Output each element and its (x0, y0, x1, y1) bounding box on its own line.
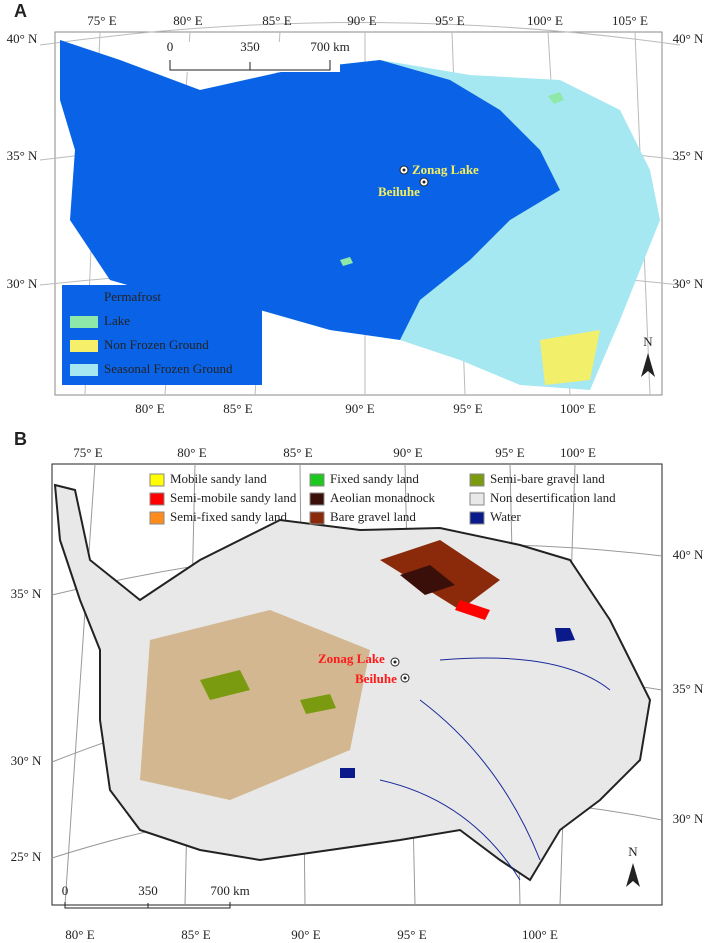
lon-bottom-label: 85° E (223, 401, 252, 416)
mixed-desert-patch (140, 610, 370, 800)
legend-label: Bare gravel land (330, 509, 416, 524)
site-label: Zonag Lake (412, 162, 479, 177)
site-marker-dot (403, 676, 407, 680)
north-label: N (643, 334, 653, 349)
lon-top-label: 85° E (262, 13, 291, 28)
scale-label: 700 km (210, 883, 249, 898)
legend-swatch (469, 511, 485, 525)
scale-bar (64, 902, 231, 909)
legend-swatch (309, 511, 325, 525)
lon-bottom-label: 95° E (397, 927, 426, 942)
scale-label: 350 (138, 883, 158, 898)
legend-label: Seasonal Frozen Ground (104, 361, 233, 376)
legend-swatch (149, 492, 165, 506)
legend-swatch (70, 364, 98, 376)
lon-bottom-label: 100° E (522, 927, 558, 942)
lon-top-label: 105° E (612, 13, 648, 28)
lat-right-label: 40° N (673, 547, 704, 562)
legend-label: Fixed sandy land (330, 471, 419, 486)
legend-swatch (309, 473, 325, 487)
legend-label: Non desertification land (490, 490, 616, 505)
north-arrow (641, 353, 655, 377)
panel-label: B (14, 429, 27, 449)
lon-bottom-label: 100° E (560, 401, 596, 416)
site-marker-dot (393, 660, 397, 664)
legend-swatch (70, 340, 98, 352)
legend-swatch (149, 511, 165, 525)
legend-swatch (309, 492, 325, 506)
scale-label: 700 km (310, 39, 349, 54)
site-label: Beiluhe (378, 184, 420, 199)
scale-label: 0 (167, 39, 174, 54)
lat-left-label: 35° N (11, 586, 42, 601)
lon-top-label: 75° E (73, 445, 102, 460)
legend-label: Semi-mobile sandy land (170, 490, 297, 505)
legend-swatch (70, 316, 98, 328)
site-marker-dot (422, 180, 426, 184)
legend-label: Mobile sandy land (170, 471, 267, 486)
lat-right-label: 35° N (673, 148, 704, 163)
lat-right-label: 30° N (673, 276, 704, 291)
legend-label: Semi-bare gravel land (490, 471, 605, 486)
north-label: N (628, 844, 638, 859)
lon-top-label: 90° E (393, 445, 422, 460)
site-marker-dot (402, 168, 406, 172)
lat-right-label: 30° N (673, 811, 704, 826)
north-arrow (626, 863, 640, 887)
lon-top-label: 85° E (283, 445, 312, 460)
scale-bar (169, 60, 331, 71)
lon-bottom-label: 80° E (65, 927, 94, 942)
site-label: Zonag Lake (318, 651, 385, 666)
legend-label: Non Frozen Ground (104, 337, 209, 352)
lon-bottom-label: 90° E (291, 927, 320, 942)
lon-top-label: 80° E (177, 445, 206, 460)
rivers (379, 657, 611, 881)
lat-left-label: 30° N (11, 753, 42, 768)
lon-bottom-label: 85° E (181, 927, 210, 942)
legend-label: Permafrost (104, 289, 161, 304)
non-frozen-area (540, 330, 600, 385)
panel-label: A (14, 1, 27, 21)
legend-swatch (149, 473, 165, 487)
legend-swatch (70, 292, 98, 304)
semi-mobile-patch (455, 600, 490, 620)
aeolian-patch (400, 565, 455, 595)
lat-left-label: 30° N (7, 276, 38, 291)
legend-label: Semi-fixed sandy land (170, 509, 287, 524)
legend-label: Aeolian monadnock (330, 490, 436, 505)
lat-right-label: 40° N (673, 31, 704, 46)
permafrost-area (60, 40, 560, 340)
lon-bottom-label: 90° E (345, 401, 374, 416)
site-label: Beiluhe (355, 671, 397, 686)
semi-bare-gravel-patch (200, 670, 336, 714)
lat-left-label: 40° N (7, 31, 38, 46)
lon-top-label: 80° E (173, 13, 202, 28)
lon-bottom-label: 80° E (135, 401, 164, 416)
legend-swatch (469, 492, 485, 506)
legend-swatch (469, 473, 485, 487)
lat-left-label: 25° N (11, 849, 42, 864)
lon-top-label: 100° E (527, 13, 563, 28)
legend-label: Water (490, 509, 521, 524)
lon-top-label: 95° E (435, 13, 464, 28)
lon-bottom-label: 95° E (453, 401, 482, 416)
lon-top-label: 95° E (495, 445, 524, 460)
lon-top-label: 90° E (347, 13, 376, 28)
lon-top-label: 75° E (87, 13, 116, 28)
scale-label: 350 (240, 39, 260, 54)
lon-top-label: 100° E (560, 445, 596, 460)
legend-label: Lake (104, 313, 130, 328)
lat-left-label: 35° N (7, 148, 38, 163)
lat-right-label: 35° N (673, 681, 704, 696)
scale-label: 0 (62, 883, 69, 898)
